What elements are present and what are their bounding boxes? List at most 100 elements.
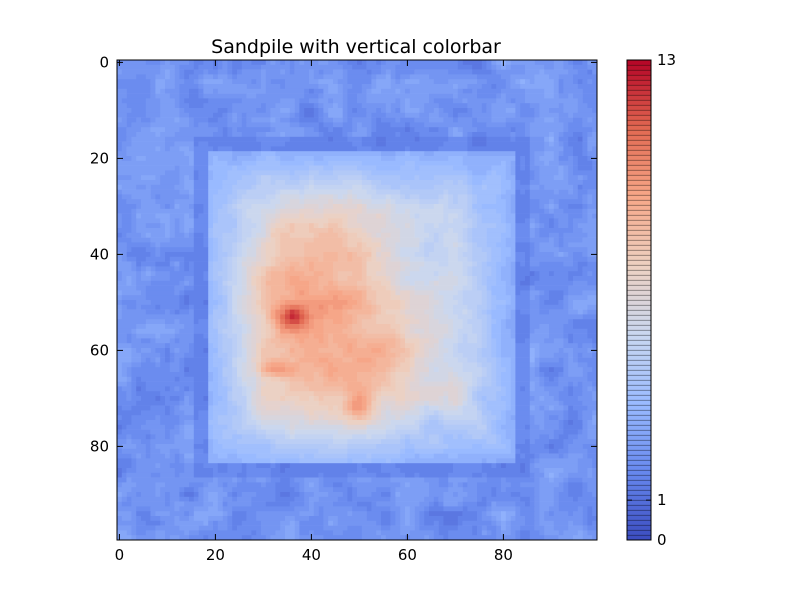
heatmap-cell [376, 472, 391, 478]
heatmap-cell [539, 482, 559, 488]
heatmap-cell [371, 477, 391, 483]
colorbar-band [626, 284, 652, 291]
heatmap-cell [510, 266, 516, 272]
heatmap-cell [126, 530, 132, 536]
heatmap-cell [265, 300, 271, 306]
heatmap-cell [198, 415, 209, 421]
heatmap-cell [549, 376, 555, 382]
heatmap-cell [246, 477, 257, 483]
heatmap-cell [179, 108, 185, 114]
heatmap-cell [371, 304, 377, 310]
colorbar-band [626, 189, 652, 196]
heatmap-cell [117, 357, 132, 363]
heatmap-cell [237, 208, 243, 214]
heatmap-cell [241, 376, 257, 382]
heatmap-cell [160, 103, 175, 109]
heatmap-cell [577, 69, 588, 75]
heatmap-cell [184, 410, 195, 416]
heatmap-cell [529, 175, 535, 181]
heatmap-cell [333, 338, 358, 344]
heatmap-cell [573, 184, 579, 190]
heatmap-cell [270, 261, 276, 267]
heatmap-cell [232, 69, 238, 75]
heatmap-cell [544, 381, 559, 387]
heatmap-cell [477, 501, 487, 507]
heatmap-cell [227, 60, 233, 66]
heatmap-cell [529, 285, 535, 291]
heatmap-cell [395, 501, 420, 507]
heatmap-cell [510, 223, 516, 229]
heatmap-cell [501, 93, 507, 99]
heatmap-cell [400, 338, 406, 344]
heatmap-cell [400, 309, 406, 315]
heatmap-cell [573, 132, 583, 138]
colorbar-band [626, 264, 652, 271]
heatmap-cell [285, 530, 295, 536]
heatmap-cell [169, 256, 185, 262]
heatmap-cell [443, 117, 454, 123]
heatmap-cell [501, 232, 511, 238]
heatmap-cell [491, 300, 507, 306]
heatmap-cell [280, 194, 300, 200]
heatmap-cell [117, 309, 123, 315]
heatmap-cell [313, 208, 324, 214]
heatmap-cell [529, 208, 545, 214]
heatmap-cell [203, 439, 209, 445]
heatmap-cell [203, 271, 209, 277]
heatmap-cell [553, 376, 559, 382]
heatmap-cell [529, 280, 535, 286]
heatmap-cell [285, 223, 291, 229]
heatmap-cell [448, 136, 468, 142]
heatmap-cell [160, 108, 180, 114]
heatmap-cell [136, 218, 161, 224]
heatmap-cell [198, 170, 209, 176]
heatmap-cell [136, 156, 147, 162]
heatmap-cell [179, 189, 190, 195]
heatmap-cell [361, 184, 372, 190]
heatmap-cell [275, 127, 305, 133]
heatmap-cell [534, 386, 545, 392]
heatmap-cell [496, 194, 502, 200]
heatmap-cell [184, 367, 190, 373]
heatmap-cell [467, 228, 473, 234]
heatmap-cell [193, 415, 199, 421]
heatmap-cell [443, 415, 478, 421]
heatmap-cell [462, 362, 478, 368]
heatmap-cell [337, 194, 343, 200]
heatmap-cell [429, 434, 439, 440]
heatmap-cell [280, 463, 291, 469]
heatmap-cell [448, 112, 454, 118]
heatmap-cell [347, 448, 401, 454]
heatmap-cell [150, 271, 156, 277]
heatmap-cell [189, 304, 195, 310]
heatmap-cell [563, 175, 569, 181]
heatmap-cell [333, 194, 339, 200]
heatmap-cell [179, 64, 195, 70]
heatmap-cell [357, 165, 377, 171]
heatmap-cell [429, 74, 478, 80]
heatmap-cell [381, 386, 396, 392]
heatmap-cell [510, 525, 521, 531]
heatmap-cell [309, 415, 319, 421]
heatmap-cell [256, 290, 262, 296]
colorbar-band [626, 174, 652, 181]
heatmap-cell [179, 424, 185, 430]
heatmap-cell [275, 300, 281, 306]
heatmap-cell [313, 184, 353, 190]
heatmap-cell [385, 60, 401, 66]
heatmap-cell [179, 170, 195, 176]
heatmap-cell [160, 391, 185, 397]
heatmap-cell [385, 256, 391, 262]
heatmap-cell [515, 184, 531, 190]
heatmap-cell [347, 458, 353, 464]
heatmap-cell [563, 429, 579, 435]
heatmap-cell [505, 520, 511, 526]
heatmap-cell [246, 372, 257, 378]
heatmap-cell [376, 122, 391, 128]
heatmap-cell [189, 261, 195, 267]
heatmap-cell [361, 261, 367, 267]
heatmap-cell [563, 338, 569, 344]
heatmap-cell [241, 352, 247, 358]
heatmap-cell [213, 448, 238, 454]
heatmap-cell [429, 415, 439, 421]
